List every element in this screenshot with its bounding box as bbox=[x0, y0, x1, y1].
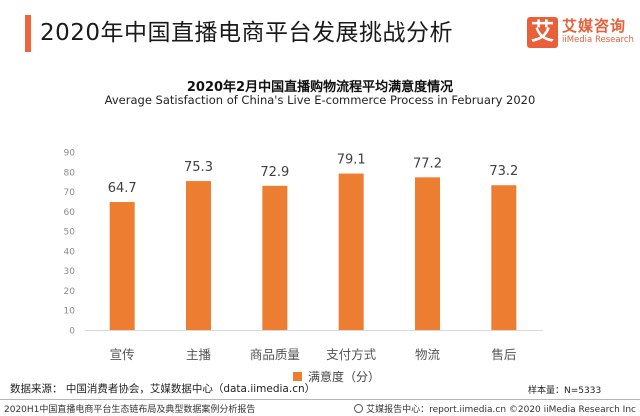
y-tick-label: 10 bbox=[64, 307, 76, 317]
bar bbox=[262, 185, 288, 330]
chart-subtitle: Average Satisfaction of China's Live E-c… bbox=[104, 93, 536, 107]
y-tick-label: 60 bbox=[64, 208, 76, 218]
logo-mark-icon: 艾 bbox=[527, 17, 558, 48]
iimedia-logo: 艾 艾媒咨询 iiMedia Research bbox=[527, 17, 637, 49]
logo-english-name: iiMedia Research bbox=[562, 35, 634, 45]
y-tick-label: 0 bbox=[69, 327, 75, 337]
y-tick-label: 40 bbox=[64, 247, 76, 257]
x-axis: 宣传 主播 商品质量 支付方式 物流 售后 bbox=[110, 347, 517, 362]
bar bbox=[109, 202, 135, 330]
bar bbox=[491, 185, 517, 330]
bar-value-label: 64.7 bbox=[108, 181, 137, 196]
bar bbox=[415, 177, 440, 330]
x-tick-label: 支付方式 bbox=[326, 347, 377, 362]
y-tick-label: 90 bbox=[64, 149, 76, 159]
legend: 满意度（分） bbox=[293, 368, 380, 385]
bar-series bbox=[109, 173, 517, 330]
legend-swatch bbox=[293, 372, 302, 381]
y-tick-label: 70 bbox=[64, 188, 76, 198]
legend-label: 满意度（分） bbox=[308, 370, 381, 384]
x-tick-label: 售后 bbox=[491, 347, 516, 362]
chart-title: 2020年2月中国直播购物流程平均满意度情况 bbox=[186, 80, 454, 95]
data-source: 数据来源： 中国消费者协会，艾媒数据中心（data.iimedia.cn） bbox=[10, 383, 316, 395]
x-tick-label: 商品质量 bbox=[250, 347, 300, 362]
bar-value-label: 73.2 bbox=[489, 164, 518, 179]
y-tick-label: 20 bbox=[64, 287, 76, 297]
data-labels: 64.7 75.3 72.9 79.1 77.2 73.2 bbox=[108, 153, 519, 196]
logo-chinese-name: 艾媒咨询 bbox=[562, 17, 627, 35]
bar-value-label: 77.2 bbox=[413, 156, 442, 171]
bar-value-label: 72.9 bbox=[260, 165, 289, 180]
copyright: 艾媒报告中心：report.iimedia.cn ©2020 iiMedia R… bbox=[354, 402, 636, 415]
footer-divider bbox=[0, 399, 640, 400]
x-tick-label: 宣传 bbox=[110, 347, 135, 362]
x-tick-label: 主播 bbox=[186, 347, 212, 362]
page-title: 2020年中国直播电商平台发展挑战分析 bbox=[40, 20, 454, 46]
y-tick-label: 80 bbox=[64, 168, 76, 178]
bar bbox=[186, 181, 211, 330]
title-accent-bar bbox=[25, 15, 31, 52]
x-tick-label: 物流 bbox=[415, 347, 441, 362]
y-axis: 0 10 20 30 40 50 60 70 80 90 bbox=[64, 149, 76, 337]
bar-value-label: 79.1 bbox=[337, 153, 366, 168]
report-name: 2020H1中国直播电商平台生态链布局及典型数据案例分析报告 bbox=[4, 405, 256, 415]
y-tick-label: 30 bbox=[64, 267, 76, 277]
globe-icon bbox=[354, 404, 364, 413]
y-tick-label: 50 bbox=[64, 228, 76, 238]
copyright-text: 艾媒报告中心：report.iimedia.cn ©2020 iiMedia R… bbox=[366, 405, 636, 415]
bar bbox=[338, 173, 364, 330]
sample-size: 样本量：N=5333 bbox=[528, 386, 602, 396]
bar-value-label: 75.3 bbox=[184, 160, 213, 175]
